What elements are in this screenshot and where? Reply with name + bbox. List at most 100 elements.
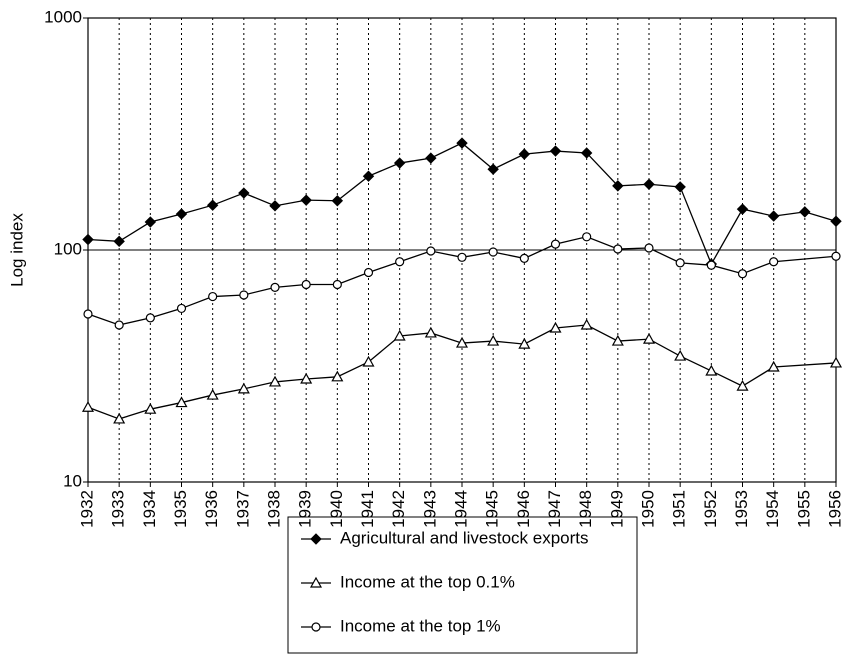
marker [488, 247, 498, 257]
marker [144, 402, 157, 414]
marker [831, 251, 841, 261]
marker [268, 375, 282, 387]
marker [674, 349, 687, 361]
x-tick-label: 1936 [202, 490, 221, 528]
marker [457, 252, 467, 262]
marker [331, 370, 344, 382]
marker [393, 329, 406, 341]
legend-box [287, 516, 638, 654]
marker [309, 576, 323, 588]
marker [395, 257, 405, 267]
marker [270, 282, 280, 292]
marker [799, 206, 811, 218]
x-tick-label: 1935 [171, 490, 190, 528]
x-tick-label: 1950 [638, 490, 657, 528]
x-tick-label: 1944 [451, 490, 470, 528]
marker [580, 318, 593, 330]
marker [83, 309, 93, 319]
marker [737, 269, 748, 279]
marker [674, 181, 686, 193]
marker [175, 396, 188, 408]
marker [425, 152, 437, 164]
marker [643, 178, 655, 190]
x-tick-label: 1954 [763, 490, 782, 528]
marker [175, 208, 188, 220]
marker [300, 372, 313, 384]
marker [736, 203, 749, 215]
x-tick-label: 1956 [825, 490, 844, 528]
marker [830, 215, 842, 227]
marker [311, 622, 321, 632]
marker [611, 334, 624, 346]
marker [238, 187, 250, 199]
marker [393, 157, 406, 169]
marker [518, 148, 531, 160]
marker [239, 290, 249, 300]
marker [549, 145, 562, 157]
marker [332, 279, 342, 290]
marker [736, 379, 749, 391]
x-tick-label: 1942 [389, 490, 408, 528]
x-tick-label: 1949 [607, 490, 626, 528]
marker [642, 332, 656, 344]
x-tick-label: 1953 [732, 490, 751, 528]
legend-label: Income at the top 1% [340, 616, 501, 635]
x-tick-label: 1943 [420, 490, 439, 528]
marker [114, 320, 124, 330]
x-tick-label: 1932 [77, 490, 96, 528]
marker [613, 244, 623, 254]
marker [113, 412, 126, 424]
x-tick-label: 1939 [296, 490, 315, 528]
marker [82, 233, 94, 246]
marker [144, 216, 157, 228]
marker [705, 364, 718, 376]
marker [301, 279, 311, 290]
x-tick-label: 1933 [109, 490, 128, 528]
marker [362, 355, 375, 367]
legend-label: Agricultural and livestock exports [340, 528, 589, 547]
x-tick-label: 1947 [545, 490, 564, 528]
x-tick-label: 1952 [701, 490, 720, 528]
series-line [87, 236, 837, 326]
marker [644, 243, 654, 253]
marker [310, 533, 322, 545]
marker [518, 337, 531, 349]
marker [208, 291, 218, 302]
marker [424, 326, 437, 338]
marker [550, 239, 561, 249]
marker [706, 260, 716, 270]
x-tick-label: 1951 [670, 490, 689, 528]
marker [767, 210, 780, 222]
x-tick-label: 1934 [140, 490, 159, 528]
x-tick-label: 1948 [576, 490, 595, 528]
marker [675, 258, 685, 268]
marker [145, 313, 155, 323]
marker [363, 267, 374, 278]
y-axis-label: Log index [7, 213, 26, 287]
marker [487, 163, 499, 175]
x-tick-label: 1955 [794, 490, 813, 528]
marker [455, 336, 469, 348]
marker [331, 195, 344, 207]
x-tick-label: 1937 [233, 490, 252, 528]
marker [113, 235, 125, 248]
x-tick-label: 1941 [358, 490, 377, 528]
marker [456, 137, 468, 149]
x-tick-label: 1945 [483, 490, 502, 528]
y-tick-label: 1000 [44, 7, 82, 26]
marker [300, 194, 312, 206]
marker [206, 199, 219, 211]
plot-frame [87, 17, 837, 483]
x-tick-label: 1940 [327, 490, 346, 528]
marker [519, 253, 529, 264]
marker [612, 180, 624, 192]
x-tick-label: 1938 [264, 490, 283, 528]
marker [206, 388, 219, 400]
marker [426, 246, 436, 256]
y-tick-label: 10 [63, 471, 82, 490]
marker [769, 257, 779, 267]
marker [580, 147, 593, 159]
series-line [87, 324, 837, 420]
marker [362, 170, 375, 182]
